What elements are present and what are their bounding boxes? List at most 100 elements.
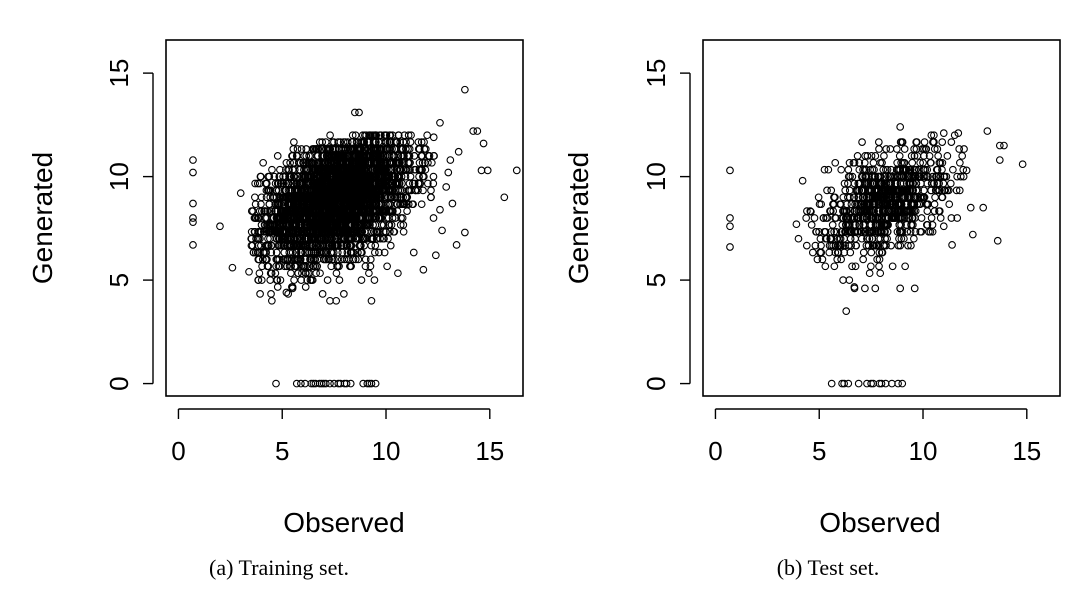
data-point xyxy=(386,241,395,250)
data-point xyxy=(251,200,260,209)
data-point xyxy=(956,172,965,181)
data-point xyxy=(355,241,364,250)
data-point xyxy=(340,290,348,298)
data-point xyxy=(446,156,455,164)
data-point xyxy=(377,131,385,140)
data-point xyxy=(189,218,197,226)
data-point xyxy=(405,179,414,188)
data-point xyxy=(283,234,292,243)
data-point xyxy=(321,145,330,153)
data-point xyxy=(837,241,845,250)
data-point xyxy=(279,172,287,181)
data-point xyxy=(908,214,917,222)
data-point xyxy=(280,248,289,257)
data-point xyxy=(726,243,734,251)
data-point xyxy=(846,193,854,202)
data-point xyxy=(873,255,882,264)
data-point xyxy=(367,379,376,388)
plot-frame-a xyxy=(165,39,524,397)
x-tick-label: 5 xyxy=(812,436,826,466)
data-point xyxy=(324,227,333,236)
data-point xyxy=(883,227,892,236)
data-point xyxy=(267,269,276,278)
data-point xyxy=(962,166,971,175)
data-point xyxy=(888,214,897,222)
data-point xyxy=(375,227,384,236)
data-point xyxy=(368,172,377,181)
data-point xyxy=(948,241,956,249)
data-point xyxy=(877,179,886,188)
data-point xyxy=(452,241,461,249)
data-point xyxy=(301,241,309,250)
data-point xyxy=(333,262,341,271)
data-point xyxy=(461,85,469,94)
data-point xyxy=(404,200,413,209)
data-point xyxy=(273,152,282,160)
data-point xyxy=(296,186,305,195)
data-point xyxy=(911,172,920,181)
data-point xyxy=(893,145,901,153)
data-point xyxy=(314,186,323,195)
data-point xyxy=(307,379,316,388)
data-point xyxy=(385,145,394,153)
data-point xyxy=(431,251,440,260)
data-point xyxy=(814,193,823,202)
data-point xyxy=(947,138,956,146)
data-point xyxy=(418,172,427,181)
data-point xyxy=(256,172,265,181)
data-point xyxy=(284,193,292,202)
data-point xyxy=(831,248,840,257)
data-point xyxy=(947,214,956,222)
data-point xyxy=(369,131,377,140)
data-point xyxy=(911,227,920,236)
data-point xyxy=(374,145,382,153)
data-point xyxy=(819,214,828,222)
data-point xyxy=(228,263,237,272)
data-point xyxy=(417,200,426,209)
data-point xyxy=(355,108,363,117)
data-point xyxy=(908,172,917,181)
data-point xyxy=(304,179,313,188)
data-point xyxy=(351,214,360,222)
data-point xyxy=(297,379,305,388)
data-point xyxy=(869,241,878,250)
data-point xyxy=(343,138,352,146)
data-point xyxy=(301,283,310,291)
data-point xyxy=(375,179,384,188)
data-point xyxy=(343,193,352,202)
y-axis-b: 0 5 10 15 xyxy=(641,59,691,391)
data-point xyxy=(299,214,308,222)
data-point xyxy=(262,241,270,250)
data-point xyxy=(1018,160,1027,169)
data-point xyxy=(902,221,911,229)
data-point xyxy=(808,248,817,257)
data-point xyxy=(272,379,280,388)
data-point xyxy=(361,262,370,271)
data-point xyxy=(958,152,967,160)
points-a xyxy=(189,85,521,388)
data-point xyxy=(826,207,835,215)
data-point xyxy=(920,138,929,146)
data-point xyxy=(832,214,840,222)
data-point xyxy=(867,379,875,388)
data-point xyxy=(995,156,1004,164)
data-point xyxy=(347,262,355,271)
data-point xyxy=(360,158,368,167)
data-point xyxy=(254,227,263,236)
data-point xyxy=(336,179,344,188)
data-point xyxy=(894,379,902,388)
data-point xyxy=(328,138,337,146)
data-point xyxy=(931,172,940,181)
caption-a: (a) Training set. xyxy=(209,555,349,580)
data-point xyxy=(402,165,411,174)
data-point xyxy=(312,269,321,278)
data-point xyxy=(359,214,367,222)
data-point xyxy=(282,288,291,297)
data-point xyxy=(294,234,302,243)
data-point xyxy=(844,165,853,174)
data-point xyxy=(365,269,373,278)
data-point xyxy=(348,131,357,140)
data-point xyxy=(407,131,415,140)
data-point xyxy=(189,168,197,177)
